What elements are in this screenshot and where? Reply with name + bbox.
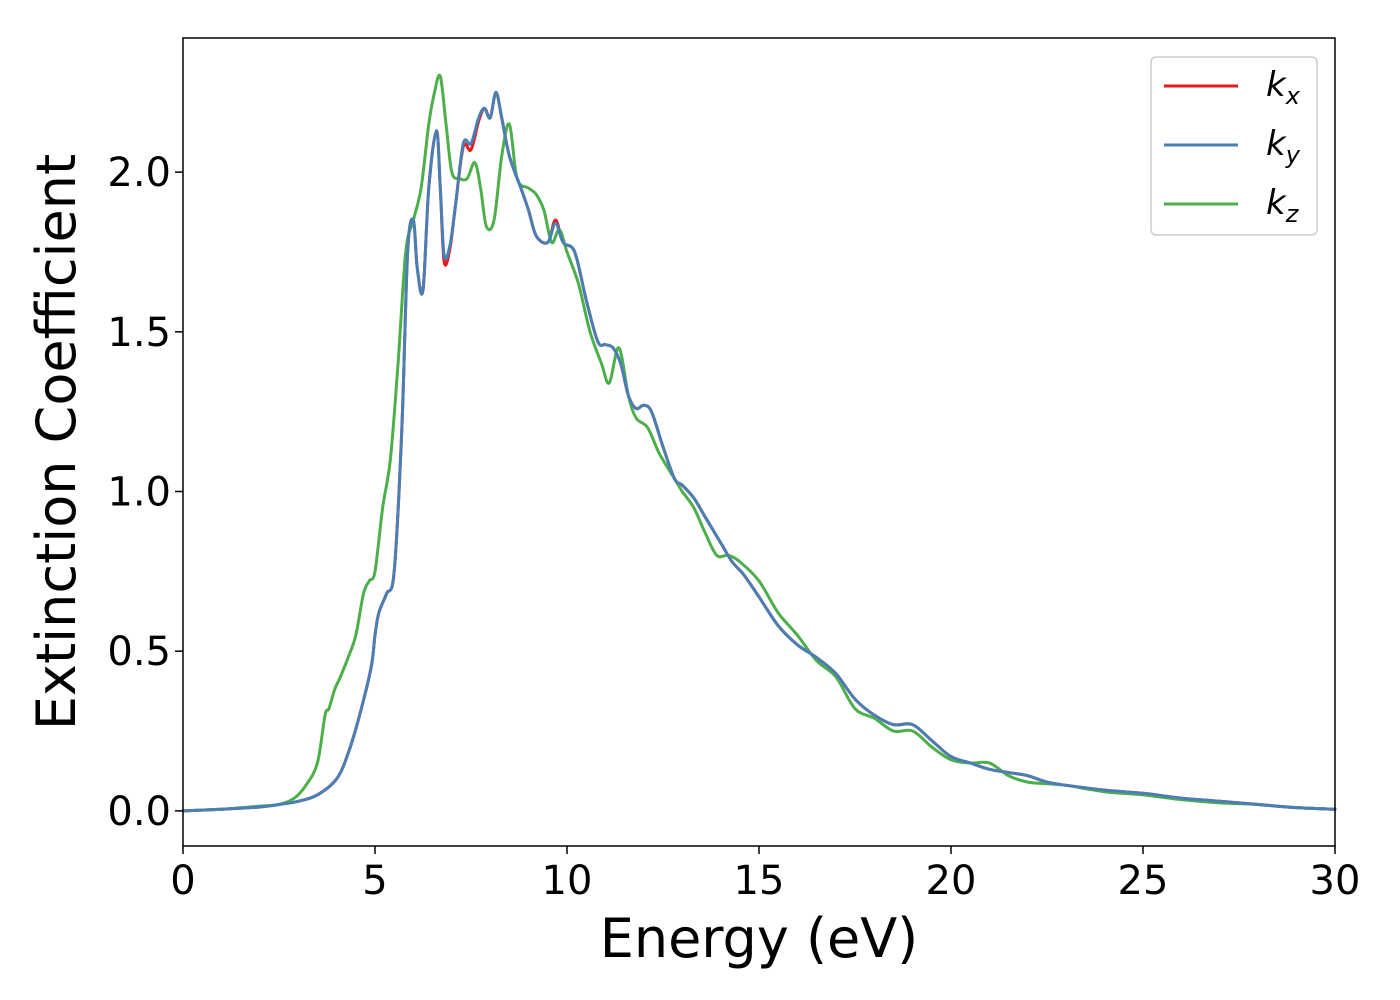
y-axis-ticks: 0.0 0.5 1.0 1.5 2.0 bbox=[107, 150, 183, 835]
y-axis-title: Extinction Coefficient bbox=[25, 154, 88, 730]
x-tick-label: 25 bbox=[1118, 858, 1169, 904]
legend-label-kz: kz bbox=[1266, 183, 1300, 228]
legend-label-ky: ky bbox=[1266, 124, 1301, 169]
series-layer bbox=[181, 73, 1337, 813]
x-axis-ticks: 0 5 10 15 20 25 30 bbox=[170, 846, 1360, 904]
y-tick-label: 1.0 bbox=[107, 470, 171, 516]
y-tick-label: 0.5 bbox=[107, 629, 171, 675]
x-axis-title: Energy (eV) bbox=[600, 907, 919, 970]
x-tick-label: 5 bbox=[362, 858, 387, 904]
x-tick-label: 10 bbox=[542, 858, 593, 904]
y-tick-label: 0.0 bbox=[107, 789, 171, 835]
series-line-ky bbox=[181, 90, 1337, 813]
legend-label-subscript: z bbox=[1285, 200, 1300, 228]
legend-label-subscript: x bbox=[1285, 82, 1301, 110]
x-tick-label: 20 bbox=[926, 858, 977, 904]
legend-label-kx: kx bbox=[1266, 65, 1301, 110]
x-tick-label: 15 bbox=[734, 858, 785, 904]
legend-label-subscript: y bbox=[1285, 141, 1301, 169]
legend-label-main: k bbox=[1266, 183, 1287, 223]
x-tick-label: 30 bbox=[1310, 858, 1361, 904]
legend-label-main: k bbox=[1266, 65, 1287, 105]
plot-area bbox=[181, 37, 1337, 847]
legend-label-main: k bbox=[1266, 124, 1287, 164]
x-tick-label: 0 bbox=[170, 858, 195, 904]
plot-background bbox=[183, 38, 1335, 846]
y-tick-label: 1.5 bbox=[107, 310, 171, 356]
y-tick-label: 2.0 bbox=[107, 150, 171, 196]
